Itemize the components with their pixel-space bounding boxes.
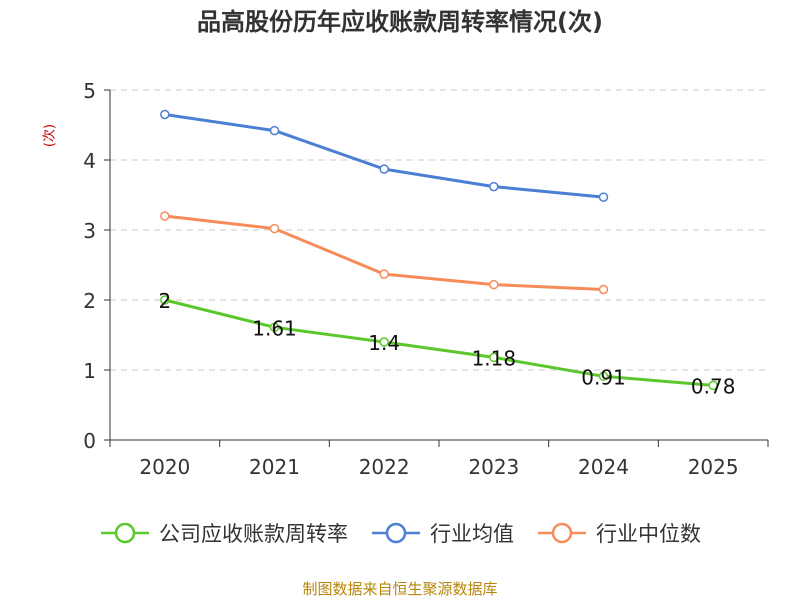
legend-marker-icon [538,522,586,544]
x-tick-label: 2021 [249,455,300,479]
data-point [489,352,499,363]
legend-item[interactable]: 行业均值 [370,518,514,548]
data-label: 1.4 [368,331,400,355]
series-line [164,298,714,387]
data-point [489,181,499,192]
legend-item[interactable]: 行业中位数 [536,518,701,548]
legend: 公司应收账款周转率 行业均值 行业中位数 [0,518,800,548]
data-point [379,164,389,174]
series-line [164,113,604,199]
data-label: 1.61 [252,316,297,340]
data-point [489,279,499,290]
x-tick-label: 2024 [578,455,629,479]
x-tick-label: 2025 [688,455,739,479]
data-point [379,337,389,347]
y-tick-label: 2 [83,289,96,313]
data-point [708,380,718,391]
data-label: 0.91 [581,365,626,389]
data-point [379,269,389,279]
legend-label: 公司应收账款周转率 [159,522,348,546]
data-point [160,211,170,221]
legend-marker-icon [101,522,149,544]
legend-marker-icon [372,522,420,544]
data-point [598,371,609,382]
data-point [598,284,609,295]
y-tick-label: 3 [83,219,96,243]
chart-title: 品高股份历年应收账款周转率情况(次) [197,8,603,36]
data-label: 0.78 [691,374,736,398]
data-point [160,295,170,305]
y-tick-label: 1 [83,359,96,383]
y-tick-label: 5 [83,79,96,103]
source-note: 制图数据来自恒生聚源数据库 [302,580,498,598]
legend-item[interactable]: 公司应收账款周转率 [99,518,348,548]
data-label: 2 [158,289,171,313]
legend-label: 行业均值 [430,522,514,546]
data-point [269,125,280,136]
data-point [269,223,280,234]
legend-label: 行业中位数 [596,522,701,546]
data-point [269,322,280,333]
y-tick-label: 0 [83,429,96,453]
y-tick-label: 4 [83,149,96,173]
data-point [160,109,170,120]
data-label: 1.18 [472,346,517,370]
x-tick-label: 2020 [139,455,190,479]
x-tick-label: 2023 [468,455,519,479]
x-tick-label: 2022 [359,455,410,479]
data-point [598,192,609,202]
